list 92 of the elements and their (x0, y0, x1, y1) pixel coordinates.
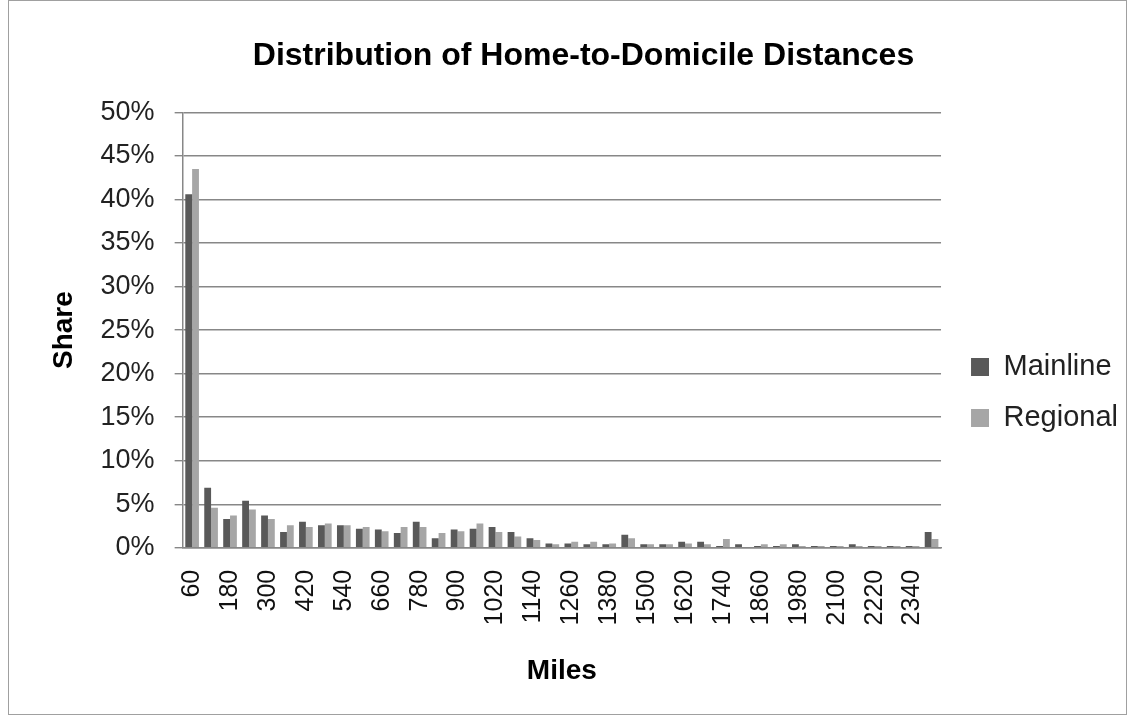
y-tick-label: 45% (100, 139, 155, 170)
y-axis-title: Share (46, 291, 78, 370)
y-tick-label: 25% (100, 313, 155, 344)
x-tick-label: 540 (327, 569, 356, 612)
bar (685, 543, 692, 548)
x-tick-label: 2340 (896, 569, 925, 626)
bar (400, 526, 408, 548)
y-tick-label: 10% (100, 444, 155, 475)
x-tick-label: 1980 (782, 569, 811, 626)
y-tick-label: 50% (100, 95, 155, 126)
bar (412, 521, 420, 548)
y-tick-label: 15% (100, 400, 155, 431)
bar (848, 544, 856, 548)
bar (722, 539, 730, 548)
x-tick-label: 1620 (668, 569, 697, 626)
x-tick-label: 1860 (744, 569, 773, 626)
x-tick-label: 1380 (593, 569, 622, 626)
x-tick-label: 300 (251, 569, 280, 612)
x-tick-label: 2220 (858, 569, 887, 626)
bar (185, 194, 193, 548)
bar (305, 526, 313, 548)
x-tick-label: 1260 (555, 569, 584, 626)
bar (545, 543, 553, 548)
x-tick-label: 1740 (706, 569, 735, 626)
bar (697, 541, 705, 548)
bar (564, 543, 572, 548)
bar (336, 525, 344, 548)
bar (792, 544, 799, 548)
y-tick-label: 0% (115, 531, 155, 562)
y-tick-label: 5% (115, 487, 155, 518)
y-tick-label: 40% (100, 182, 155, 213)
bar (735, 544, 742, 548)
bar (267, 519, 275, 548)
bar (779, 544, 787, 548)
bar (583, 544, 591, 548)
bar (299, 521, 306, 548)
bar (590, 541, 598, 548)
bar (381, 531, 389, 548)
bar (204, 487, 212, 548)
bar (230, 515, 237, 548)
bar (628, 538, 636, 548)
bar (374, 529, 382, 548)
bar (324, 523, 332, 548)
x-tick-label: 420 (289, 569, 318, 612)
x-tick-label: 780 (403, 569, 432, 612)
bar (760, 544, 768, 548)
y-tick-label: 20% (100, 357, 155, 388)
x-tick-label: 1020 (479, 569, 508, 626)
bar (469, 528, 477, 548)
x-tick-label: 1140 (517, 569, 546, 624)
legend-label: Regional (1003, 400, 1119, 432)
bar (602, 544, 610, 548)
bar (678, 541, 686, 548)
y-tick-label: 30% (100, 270, 155, 301)
x-tick-label: 900 (441, 569, 470, 612)
bar (621, 534, 629, 548)
bar (192, 169, 199, 548)
x-tick-label: 660 (365, 569, 394, 612)
x-tick-label: 1500 (631, 569, 660, 626)
bar (393, 532, 401, 548)
bar (211, 507, 218, 548)
y-tick-label: 35% (100, 226, 155, 257)
bar (343, 525, 351, 548)
bar (533, 539, 541, 548)
bar (552, 544, 560, 548)
bar (286, 525, 294, 548)
bar (514, 536, 522, 548)
bar (223, 519, 231, 548)
x-tick-label: 180 (213, 569, 242, 612)
chart-title: Distribution of Home-to-Domicile Distances (252, 36, 915, 73)
bar (495, 532, 503, 548)
bar (318, 525, 325, 548)
bar (450, 529, 458, 548)
bar (647, 544, 654, 548)
bar (355, 528, 363, 548)
bar (249, 509, 256, 548)
x-axis-title: Miles (526, 653, 597, 685)
bar (924, 532, 932, 548)
bar (571, 541, 579, 548)
bar (640, 544, 648, 548)
x-tick-label: 2100 (820, 569, 849, 626)
x-tick-label: 60 (176, 569, 205, 598)
bar (609, 543, 617, 548)
bar (261, 515, 268, 548)
bar (362, 526, 370, 548)
bar (704, 544, 711, 548)
bar (431, 538, 439, 548)
bar (280, 532, 287, 548)
bar (242, 500, 249, 548)
bar (659, 544, 667, 548)
legend-label: Mainline (1003, 349, 1112, 381)
bar (666, 544, 673, 548)
